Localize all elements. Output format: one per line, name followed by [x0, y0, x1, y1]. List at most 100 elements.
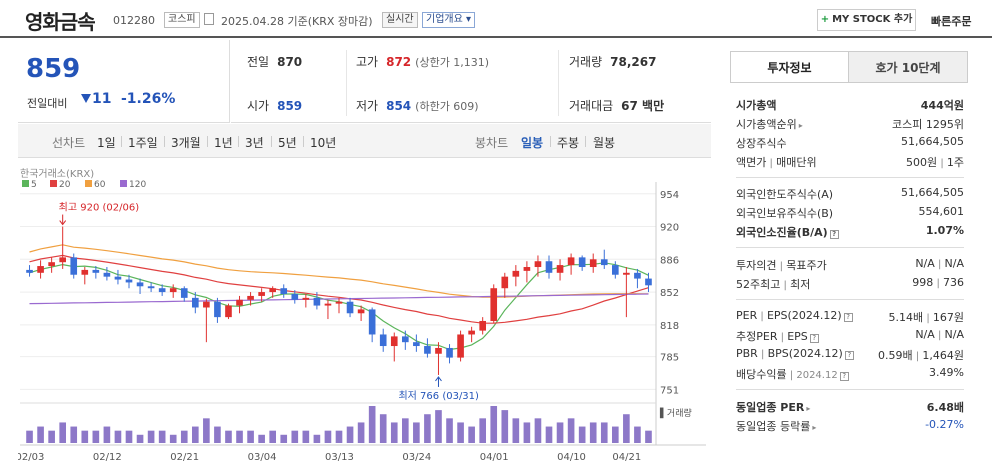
- help-icon[interactable]: ?: [844, 351, 854, 360]
- volume-bar: [468, 426, 475, 443]
- x-tick-label: 03/04: [248, 452, 277, 463]
- plus-icon: +: [820, 14, 830, 25]
- candle-body: [556, 265, 564, 273]
- candle-body: [534, 261, 542, 268]
- chevron-right-icon: ▸: [798, 121, 803, 130]
- tab-5year[interactable]: 5년: [278, 136, 297, 150]
- foreign-limit-label: 외국인한도주식수(A): [736, 188, 834, 201]
- legend-swatch: [50, 180, 57, 187]
- volume-bar: [280, 434, 288, 443]
- add-mystock-label: MY STOCK 추가: [832, 14, 913, 25]
- tab-weekly[interactable]: 주봉: [557, 136, 580, 150]
- volume-bar: [225, 430, 232, 443]
- period-tabs: 선차트 1일 1주일 3개월 1년 3년 5년 10년 봉차트 일봉 주봉 월봉: [18, 124, 711, 158]
- candle-body: [379, 334, 387, 347]
- tab-10year[interactable]: 10년: [310, 136, 337, 150]
- foreign-hold-label: 외국인보유주식수(B): [736, 207, 834, 220]
- candle-chart-label: 봉차트: [475, 136, 509, 150]
- eps-value: 167원: [932, 311, 964, 324]
- candle-body: [368, 309, 376, 335]
- stat-upper-limit: (상한가 1,131): [415, 56, 490, 69]
- volume-bar: [247, 430, 254, 443]
- quick-order-link[interactable]: 빠른주문: [931, 15, 972, 28]
- tab-monthly[interactable]: 월봉: [593, 136, 616, 150]
- volume-bar: [600, 422, 608, 443]
- help-icon[interactable]: ?: [829, 230, 839, 239]
- trade-unit-label: 매매단위: [776, 156, 817, 169]
- tab-1day[interactable]: 1일: [97, 136, 116, 150]
- volume-bar: [147, 430, 155, 443]
- company-info-label: 기업개요: [426, 14, 463, 25]
- stat-low-value: 854: [386, 99, 412, 113]
- candle-body: [645, 278, 652, 286]
- current-price: 859: [26, 54, 81, 84]
- base-date: 2025.04.28 기준(KRX 장마감): [221, 15, 373, 28]
- tab-daily[interactable]: 일봉: [521, 136, 544, 150]
- candle-body: [490, 288, 498, 321]
- tab-3month[interactable]: 3개월: [171, 136, 201, 150]
- est-eps-label: EPS: [787, 330, 808, 343]
- row-market-cap: 시가총액 444억원: [736, 97, 964, 115]
- tab-1week[interactable]: 1주일: [128, 136, 158, 150]
- legend-label: 120: [129, 180, 146, 190]
- divider: [207, 136, 208, 147]
- invest-panel: 시가총액 444억원 시가총액순위 ▸ 코스피 1295위 상장주식수 51,664,5…: [730, 82, 968, 475]
- candle-body: [59, 257, 66, 263]
- candle-body: [402, 336, 409, 343]
- help-icon[interactable]: ?: [809, 334, 819, 343]
- row-industry-per: 동일업종 PER ▸ 6.48배: [736, 399, 964, 417]
- stat-amount-label: 거래대금: [569, 99, 614, 113]
- row-foreign-ratio: 외국인소진율(B/A)? 1.07%: [736, 224, 964, 242]
- realtime-button[interactable]: 실시간: [382, 12, 418, 28]
- volume-bar: [37, 426, 44, 443]
- price-chart[interactable]: 한국거래소(KRX) 5 20 60 120 954 920 886 852 818 785 751 ▌…: [18, 160, 711, 475]
- add-mystock-button[interactable]: + MY STOCK 추가: [817, 9, 916, 31]
- stat-volume-label: 거래량: [569, 55, 603, 69]
- volume-bar: [523, 422, 531, 443]
- tab-1year[interactable]: 1년: [214, 136, 233, 150]
- candle-body: [26, 269, 33, 273]
- candle-body: [346, 301, 354, 314]
- volume-bar: [335, 430, 343, 443]
- chevron-right-icon: ▸: [812, 423, 817, 432]
- candle-body: [158, 288, 166, 293]
- candle-body: [600, 259, 608, 266]
- tab-invest-info[interactable]: 투자정보: [730, 51, 849, 83]
- foreign-hold-value: 554,601: [918, 205, 965, 218]
- candle-body: [214, 301, 221, 318]
- candle-body: [512, 270, 520, 277]
- help-icon[interactable]: ?: [839, 372, 849, 381]
- trade-unit-value: 1주: [946, 156, 964, 169]
- volume-bar: [379, 414, 387, 443]
- market-cap-value: 444억원: [920, 99, 964, 112]
- volume-bar: [48, 430, 55, 443]
- volume-bar: [114, 430, 122, 443]
- divider: [736, 247, 964, 248]
- est-per-value: N/A: [915, 328, 935, 341]
- stat-low: 저가 854 (하한가 609): [356, 97, 479, 114]
- candle-body: [357, 309, 365, 314]
- tab-3year[interactable]: 3년: [245, 136, 264, 150]
- company-info-dropdown[interactable]: 기업개요 ▾: [422, 12, 476, 28]
- tab-orderbook-10[interactable]: 호가 10단계: [848, 51, 968, 83]
- industry-rate-value: -0.27%: [925, 418, 964, 431]
- y-tick-label: 886: [660, 255, 679, 266]
- volume-bar: [180, 430, 188, 443]
- candle-body: [501, 276, 509, 289]
- stat-open: 시가 859: [247, 97, 302, 114]
- divider: [736, 299, 964, 300]
- divider: [346, 50, 347, 116]
- row-foreign-limit: 외국인한도주식수(A) 51,664,505: [736, 186, 964, 204]
- line-chart-label: 선차트: [52, 136, 86, 150]
- divider: [736, 389, 964, 390]
- x-tick-label: 02/21: [170, 452, 199, 463]
- candle-body: [479, 320, 486, 331]
- wk52-low-value: 736: [943, 276, 964, 289]
- volume-bar: [324, 430, 332, 443]
- candle-body: [70, 257, 78, 275]
- candle-body: [313, 297, 321, 306]
- candle-body: [545, 261, 553, 273]
- help-icon[interactable]: ?: [843, 313, 853, 322]
- row-pbr: PBR | BPS(2024.12)? 0.59배 | 1,464원: [736, 347, 964, 362]
- candle-body: [335, 301, 343, 304]
